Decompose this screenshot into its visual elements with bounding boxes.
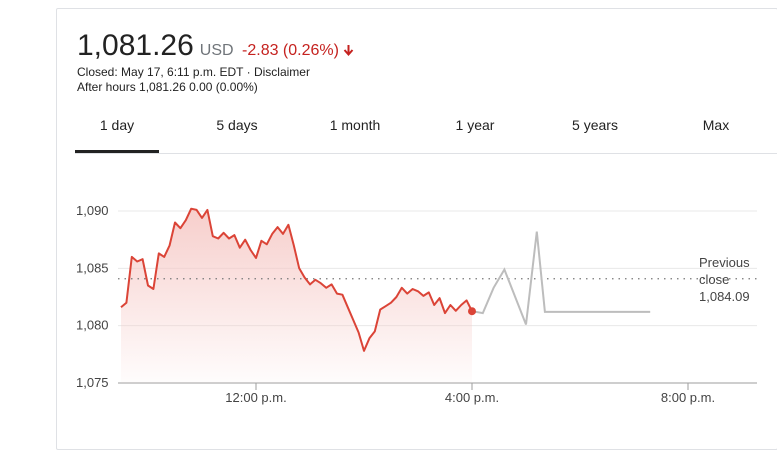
- y-tick-label: 1,080: [76, 318, 109, 333]
- tab-1-month[interactable]: 1 month: [329, 117, 381, 133]
- y-tick-label: 1,085: [76, 260, 109, 275]
- closed-status: Closed: May 17, 6:11 p.m. EDT · Disclaim…: [77, 65, 310, 79]
- currency-label: USD: [199, 42, 234, 59]
- price-chart: 1,075 1,080 1,085 1,090 12:00 p.m. 4:00 p.m. 8…: [76, 203, 757, 405]
- x-tick-label: 12:00 p.m.: [225, 390, 286, 405]
- down-arrow-icon: [343, 45, 354, 56]
- tab-max[interactable]: Max: [702, 117, 730, 133]
- previous-close-label: close: [699, 272, 729, 287]
- previous-close-value: 1,084.09: [699, 289, 750, 304]
- tab-1-day[interactable]: 1 day: [99, 117, 135, 133]
- range-tabs: 1 day 5 days 1 month 1 year 5 years Max: [75, 107, 777, 154]
- previous-close-label: Previous: [699, 255, 750, 270]
- y-tick-label: 1,075: [76, 375, 109, 390]
- x-tick-label: 8:00 p.m.: [661, 390, 715, 405]
- regular-session-area: [121, 208, 472, 383]
- tab-5-years[interactable]: 5 years: [572, 117, 618, 133]
- after-hours-status: After hours 1,081.26 0.00 (0.00%): [77, 80, 258, 94]
- tab-1-year[interactable]: 1 year: [455, 117, 495, 133]
- y-tick-label: 1,090: [76, 203, 109, 218]
- active-tab-indicator: [75, 150, 159, 153]
- current-price: 1,081.26: [77, 29, 194, 62]
- last-price-dot: [468, 307, 476, 316]
- regular-session-line: [120, 207, 473, 352]
- price-change: -2.83 (0.26%): [242, 42, 339, 59]
- tab-5-days[interactable]: 5 days: [216, 117, 258, 133]
- after-hours-line: [471, 231, 651, 325]
- price-row: 1,081.26 USD -2.83 (0.26%): [77, 29, 354, 63]
- x-tick-label: 4:00 p.m.: [445, 390, 499, 405]
